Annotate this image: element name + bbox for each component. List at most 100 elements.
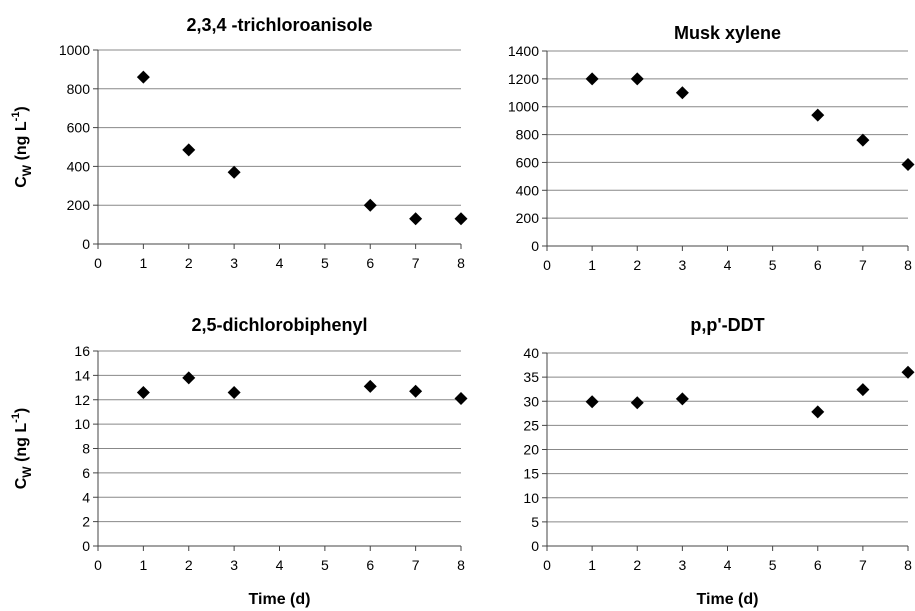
x-tick-label: 5 [321, 557, 329, 573]
x-axis-label: Time (d) [249, 591, 311, 608]
data-point [811, 405, 825, 419]
y-tick-label: 1200 [508, 71, 539, 87]
x-tick-label: 8 [904, 257, 912, 273]
y-axis-label: CW (ng L-1) [10, 106, 34, 188]
y-tick-label: 30 [523, 393, 539, 409]
x-tick-label: 0 [543, 257, 551, 273]
x-tick-label: 7 [412, 557, 420, 573]
chart-panel-4: 0 5 10 15 20 25 30 35 40 0 1 2 3 4 5 6 7 8 p,p'-DDT Time (d… [523, 315, 915, 608]
y-tick-label: 15 [523, 466, 539, 482]
data-point [811, 108, 825, 122]
x-tick-label: 8 [457, 255, 465, 271]
x-tick-label: 5 [321, 255, 329, 271]
y-tick-label: 200 [516, 210, 540, 226]
x-tick-label: 7 [859, 257, 867, 273]
x-tick-label: 3 [678, 557, 686, 573]
y-tick-label: 16 [74, 343, 90, 359]
x-tick-label: 3 [230, 255, 238, 271]
data-point [363, 379, 377, 393]
chart-title: p,p'-DDT [690, 315, 764, 335]
data-point [901, 158, 915, 172]
x-tick-label: 3 [230, 557, 238, 573]
y-axis-label: CW (ng L-1) [10, 408, 34, 490]
x-tick-label: 3 [678, 257, 686, 273]
y-tick-label: 20 [523, 442, 539, 458]
data-point [454, 392, 468, 406]
y-tick-label: 25 [523, 417, 539, 433]
y-tick-label: 14 [74, 367, 90, 383]
x-tick-label: 4 [276, 557, 284, 573]
data-point [409, 212, 423, 226]
x-tick-label: 8 [457, 557, 465, 573]
y-tick-label: 5 [531, 514, 539, 530]
x-tick-label: 1 [139, 557, 147, 573]
y-tick-label: 200 [67, 197, 91, 213]
x-tick-label: 6 [814, 257, 822, 273]
y-tick-label: 10 [523, 490, 539, 506]
x-tick-label: 6 [366, 557, 374, 573]
x-tick-label: 4 [724, 557, 732, 573]
data-point [454, 212, 468, 226]
x-tick-label: 0 [543, 557, 551, 573]
x-tick-label: 6 [814, 557, 822, 573]
y-tick-label: 1000 [59, 42, 90, 58]
chart-title: 2,5-dichlorobiphenyl [191, 315, 367, 335]
data-point [227, 385, 241, 399]
y-tick-label: 400 [67, 158, 91, 174]
y-tick-label: 8 [82, 441, 90, 457]
y-tick-label: 600 [67, 120, 91, 136]
data-point [136, 385, 150, 399]
x-tick-label: 2 [633, 557, 641, 573]
data-point [182, 143, 196, 157]
y-tick-label: 0 [82, 236, 90, 252]
x-tick-label: 1 [139, 255, 147, 271]
x-tick-label: 2 [185, 255, 193, 271]
x-tick-label: 2 [185, 557, 193, 573]
y-tick-label: 4 [82, 489, 90, 505]
data-point [630, 396, 644, 410]
x-tick-label: 6 [366, 255, 374, 271]
y-tick-label: 0 [531, 238, 539, 254]
x-tick-label: 5 [769, 257, 777, 273]
data-point [856, 383, 870, 397]
x-tick-label: 7 [412, 255, 420, 271]
x-tick-label: 4 [724, 257, 732, 273]
x-tick-label: 0 [94, 557, 102, 573]
chart-title: Musk xylene [674, 23, 781, 43]
y-tick-label: 35 [523, 369, 539, 385]
y-tick-label: 400 [516, 182, 540, 198]
y-tick-label: 10 [74, 416, 90, 432]
data-point [182, 371, 196, 385]
x-tick-label: 1 [588, 557, 596, 573]
x-tick-label: 7 [859, 557, 867, 573]
y-tick-label: 800 [516, 127, 540, 143]
data-point [136, 70, 150, 84]
y-tick-label: 12 [74, 392, 90, 408]
y-tick-label: 0 [531, 538, 539, 554]
chart-title: 2,3,4 -trichloroanisole [186, 15, 372, 35]
data-point [630, 72, 644, 86]
data-point [675, 392, 689, 406]
x-tick-label: 8 [904, 557, 912, 573]
x-tick-label: 1 [588, 257, 596, 273]
x-tick-label: 0 [94, 255, 102, 271]
y-tick-label: 40 [523, 345, 539, 361]
y-tick-label: 0 [82, 538, 90, 554]
y-tick-label: 800 [67, 81, 91, 97]
data-point [901, 365, 915, 379]
data-point [856, 133, 870, 147]
x-tick-label: 5 [769, 557, 777, 573]
data-point [585, 395, 599, 409]
data-point [227, 165, 241, 179]
y-tick-label: 1000 [508, 99, 539, 115]
x-axis-label: Time (d) [697, 591, 759, 608]
chart-panel-2: 0 200 400 600 800 1000 1200 1400 0 1 2 3 4 5 6 7 8 Musk x… [508, 23, 915, 273]
y-tick-label: 2 [82, 514, 90, 530]
x-tick-label: 2 [633, 257, 641, 273]
chart-panel-1: 0 200 400 600 800 1000 0 1 2 3 4 5 6 7 8 2,3,4 -trichlo… [10, 15, 468, 271]
data-point [585, 72, 599, 86]
x-tick-label: 4 [276, 255, 284, 271]
data-point [675, 86, 689, 100]
